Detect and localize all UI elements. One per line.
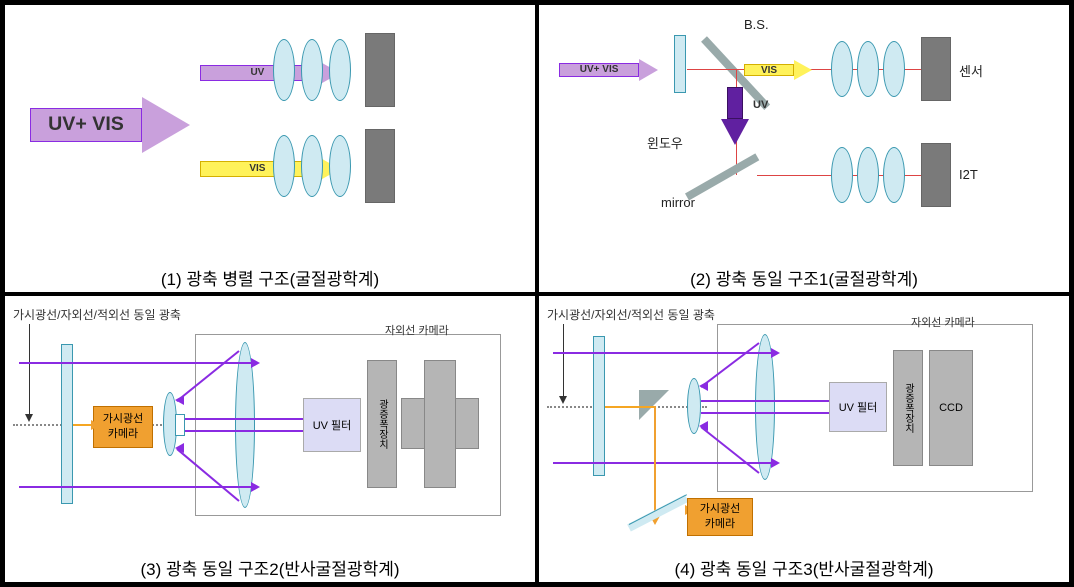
figure-grid: UV+ VIS UV VIS (1) 광축 병렬 구조(굴절광학계) UV+ VIS… <box>0 0 1074 587</box>
front-plate <box>593 336 605 476</box>
caption-2: (2) 광축 동일 구조1(굴절광학계) <box>539 263 1069 292</box>
panel-1: UV+ VIS UV VIS (1) 광축 병렬 구조(굴절광학계) <box>3 3 537 294</box>
uv-camera-label: 자외선 카메라 <box>911 314 975 330</box>
caption-3: (3) 광축 동일 구조2(반사굴절광학계) <box>5 553 535 582</box>
panel-4: 가시광선/자외선/적외선 동일 광축 자외선 카메라 UV 필터광증폭장치CCD 가시… <box>537 294 1071 585</box>
uvvis-arrow-label: UV+ VIS <box>31 109 141 141</box>
front-plate <box>61 344 73 504</box>
uv-filter: UV 필터 <box>829 382 887 432</box>
detector-bottom <box>365 129 395 203</box>
mirror-label: mirror <box>661 195 695 210</box>
amplifier: 광증폭장치 <box>367 360 397 488</box>
sensor-detector <box>921 37 951 101</box>
vis-arrow-2-label: VIS <box>745 65 793 75</box>
detector-top <box>365 33 395 107</box>
axis-title: 가시광선/자외선/적외선 동일 광축 <box>13 306 181 323</box>
bs-label: B.S. <box>744 17 769 32</box>
panel-2: UV+ VIS B.S. VIS UV mirror 윈도우 센서 I2T (2) 광축 동일… <box>537 3 1071 294</box>
uvvis-arrow: UV+ VIS <box>30 97 190 153</box>
window-label: 윈도우 <box>647 133 683 152</box>
uv-down-arrow: UV <box>721 87 749 145</box>
visible-camera: 가시광선 카메라 <box>93 406 153 448</box>
window-plate <box>674 35 686 93</box>
uv-arrow-label: UV <box>201 66 314 81</box>
axis-title: 가시광선/자외선/적외선 동일 광축 <box>547 306 715 323</box>
i2t-detector <box>921 143 951 207</box>
uvvis-in-arrow: UV+ VIS <box>559 59 659 81</box>
panel-3: 가시광선/자외선/적외선 동일 광축자외선 카메라 UV 필터광증폭장치 가시광선 … <box>3 294 537 585</box>
uv-filter: UV 필터 <box>303 398 361 452</box>
caption-4: (4) 광축 동일 구조3(반사굴절광학계) <box>539 553 1069 582</box>
ccd: CCD <box>929 350 973 466</box>
amplifier: 광증폭장치 <box>893 350 923 466</box>
sensor-detector-label: 센서 <box>959 61 983 80</box>
uvvis-in-arrow-label: UV+ VIS <box>560 64 638 75</box>
uv-camera-label: 자외선 카메라 <box>385 322 449 338</box>
caption-1: (1) 광축 병렬 구조(굴절광학계) <box>5 263 535 292</box>
vis-arrow-2: VIS <box>744 60 812 80</box>
i2t-detector-label: I2T <box>959 167 978 182</box>
vis-arrow-label: VIS <box>201 162 314 177</box>
visible-camera: 가시광선 카메라 <box>687 498 753 536</box>
